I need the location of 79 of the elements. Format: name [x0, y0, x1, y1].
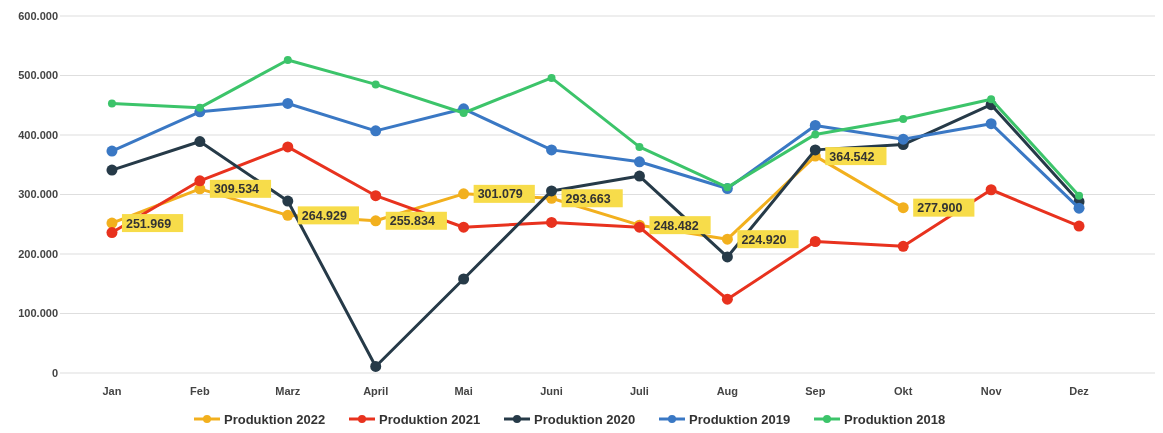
point [633, 156, 645, 168]
y-tick-label: 500.000 [18, 69, 58, 82]
data-label: 277.900 [917, 201, 963, 216]
data-label: 248.482 [653, 218, 699, 233]
data-label: 264.929 [301, 208, 348, 223]
point [194, 136, 206, 148]
point [458, 221, 470, 233]
legend-label: Produktion 2021 [379, 411, 481, 427]
point [546, 144, 558, 156]
x-tick-label: Okt [894, 385, 913, 397]
point [370, 190, 382, 202]
point [459, 108, 468, 117]
point [811, 130, 820, 139]
x-tick-label: Dez [1069, 385, 1090, 397]
x-tick-label: April [363, 385, 389, 397]
x-tick-label: Juni [540, 385, 563, 397]
point [106, 227, 118, 239]
x-tick-label: Mai [454, 385, 473, 397]
point [721, 251, 733, 263]
point [547, 73, 556, 82]
legend-label: Produktion 2022 [224, 411, 326, 427]
point [458, 188, 470, 200]
point [546, 216, 558, 228]
data-label: 293.663 [565, 191, 611, 206]
point [282, 195, 294, 207]
y-tick-label: 600.000 [18, 9, 58, 22]
point [458, 273, 470, 285]
point [370, 360, 382, 372]
point [897, 240, 909, 252]
data-label: 301.079 [477, 187, 523, 202]
legend-label: Produktion 2019 [689, 411, 791, 427]
point [897, 202, 909, 214]
point [633, 170, 645, 182]
data-label: 255.834 [389, 214, 435, 229]
point [985, 184, 997, 196]
point [721, 233, 733, 245]
y-tick-label: 400.000 [18, 128, 58, 141]
x-tick-label: Marz [275, 385, 301, 397]
legend-label: Produktion 2020 [534, 411, 636, 427]
data-label: 364.542 [829, 149, 875, 164]
data-label: 251.969 [125, 216, 172, 231]
x-tick-label: Sep [805, 385, 826, 397]
point [282, 97, 294, 109]
y-tick-label: 300.000 [18, 188, 58, 201]
point [721, 293, 733, 305]
point [897, 133, 909, 145]
point [546, 185, 558, 197]
x-tick-label: Juli [629, 385, 649, 397]
y-tick-label: 100.000 [18, 307, 58, 320]
point [987, 95, 996, 104]
point [635, 142, 644, 151]
point [809, 144, 821, 156]
point [283, 56, 292, 65]
point [370, 215, 382, 227]
point [809, 119, 821, 131]
point [107, 99, 116, 108]
x-tick-label: Nov [980, 385, 1003, 397]
point [1073, 220, 1085, 232]
point [194, 175, 206, 187]
point [106, 145, 118, 157]
x-tick-label: Aug [716, 385, 739, 397]
x-tick-label: Feb [190, 385, 210, 397]
legend-label: Produktion 2018 [844, 411, 946, 427]
point [1075, 191, 1084, 200]
y-tick-label: 0 [51, 366, 58, 379]
x-tick-label: Jan [102, 385, 122, 397]
data-label: 309.534 [213, 182, 260, 197]
point [106, 164, 118, 176]
point [370, 125, 382, 137]
point [371, 80, 380, 89]
y-tick-label: 200.000 [18, 247, 58, 260]
point [899, 114, 908, 123]
point [282, 141, 294, 153]
point [985, 118, 997, 130]
point [1073, 202, 1085, 214]
point [195, 103, 204, 112]
point [809, 236, 821, 248]
data-label: 224.920 [741, 232, 787, 247]
point [282, 209, 294, 221]
